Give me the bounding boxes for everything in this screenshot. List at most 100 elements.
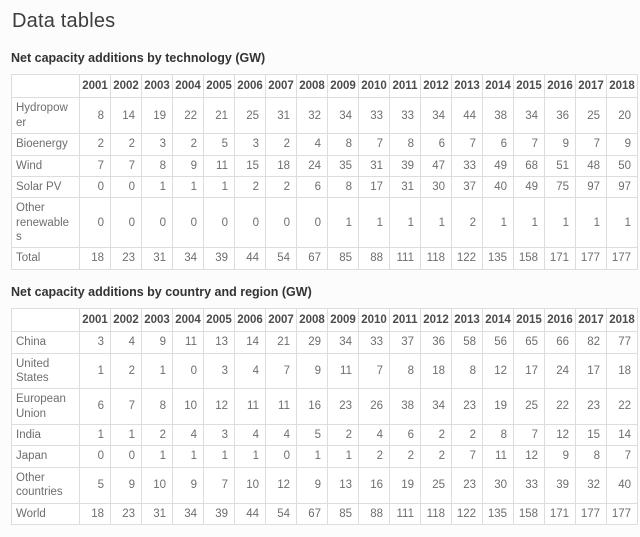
value-cell: 33 [358, 97, 390, 135]
value-cell: 26 [358, 388, 390, 425]
value-cell: 2 [110, 133, 142, 156]
value-cell: 19 [389, 466, 421, 504]
value-cell: 0 [172, 352, 204, 390]
value-cell: 30 [482, 466, 514, 504]
value-cell: 8 [389, 133, 421, 156]
value-cell: 4 [110, 331, 142, 354]
value-cell: 11 [172, 331, 204, 354]
value-cell: 12 [203, 388, 235, 425]
value-cell: 8 [79, 97, 111, 135]
value-cell: 0 [79, 445, 111, 468]
value-cell: 177 [575, 247, 607, 270]
value-cell: 0 [110, 175, 142, 199]
value-cell: 37 [451, 175, 483, 199]
year-header: 2005 [203, 73, 235, 99]
value-cell: 85 [327, 502, 359, 525]
value-cell: 118 [420, 502, 452, 525]
value-cell: 23 [110, 247, 142, 270]
value-cell: 35 [327, 154, 359, 177]
table-row: Other renewables 0 0 0 0 0 0 0 0 1 1 1 1 2 1 1 1 1 1 [11, 197, 638, 249]
technology-table: 2001 2002 2003 2004 2005 2006 2007 2008 2009 2010… [11, 73, 638, 270]
value-cell: 24 [544, 352, 576, 390]
value-cell: 7 [451, 133, 483, 156]
value-cell: 8 [451, 352, 483, 390]
value-cell: 2 [327, 423, 359, 447]
value-cell: 8 [141, 388, 173, 425]
value-cell: 18 [79, 247, 111, 270]
value-cell: 17 [513, 352, 545, 390]
value-cell: 54 [265, 247, 297, 270]
value-cell: 0 [203, 197, 235, 249]
header-row: 2001 2002 2003 2004 2005 2006 2007 2008 2009 2010… [11, 73, 638, 99]
table-row: United States 1 2 1 0 3 4 7 9 11 7 8 18 8 12 17 24 17 18 [11, 352, 638, 390]
value-cell: 11 [265, 388, 297, 425]
row-label: United States [11, 352, 80, 390]
value-cell: 7 [513, 133, 545, 156]
value-cell: 0 [234, 197, 266, 249]
value-cell: 5 [79, 466, 111, 504]
value-cell: 8 [575, 445, 607, 468]
row-label: World [11, 502, 80, 525]
value-cell: 11 [327, 352, 359, 390]
value-cell: 2 [141, 423, 173, 447]
value-cell: 18 [79, 502, 111, 525]
value-cell: 88 [358, 502, 390, 525]
value-cell: 2 [389, 445, 421, 468]
year-header: 2008 [296, 307, 328, 333]
table-row: European Union 6 7 8 10 12 11 11 16 23 26 38 34 23 19 2… [11, 388, 638, 425]
value-cell: 21 [265, 331, 297, 354]
value-cell: 39 [203, 502, 235, 525]
value-cell: 32 [296, 97, 328, 135]
value-cell: 24 [296, 154, 328, 177]
value-cell: 1 [141, 175, 173, 199]
table-row: World 18 23 31 34 39 44 54 67 85 88 111 118 122 135 158… [11, 502, 638, 525]
value-cell: 8 [389, 352, 421, 390]
value-cell: 9 [544, 133, 576, 156]
value-cell: 31 [141, 247, 173, 270]
row-label: Solar PV [11, 175, 80, 199]
value-cell: 7 [110, 388, 142, 425]
value-cell: 34 [327, 331, 359, 354]
value-cell: 37 [389, 331, 421, 354]
value-cell: 25 [234, 97, 266, 135]
value-cell: 8 [327, 175, 359, 199]
value-cell: 88 [358, 247, 390, 270]
value-cell: 6 [296, 175, 328, 199]
value-cell: 16 [296, 388, 328, 425]
value-cell: 171 [544, 247, 576, 270]
value-cell: 29 [296, 331, 328, 354]
value-cell: 16 [358, 466, 390, 504]
value-cell: 97 [575, 175, 607, 199]
value-cell: 111 [389, 502, 421, 525]
value-cell: 1 [172, 445, 204, 468]
value-cell: 4 [234, 423, 266, 447]
year-header: 2009 [327, 73, 359, 99]
value-cell: 33 [451, 154, 483, 177]
value-cell: 32 [575, 466, 607, 504]
value-cell: 1 [203, 175, 235, 199]
value-cell: 30 [420, 175, 452, 199]
value-cell: 2 [234, 175, 266, 199]
value-cell: 4 [265, 423, 297, 447]
value-cell: 34 [420, 388, 452, 425]
value-cell: 158 [513, 247, 545, 270]
value-cell: 7 [606, 445, 638, 468]
value-cell: 9 [172, 466, 204, 504]
value-cell: 23 [110, 502, 142, 525]
header-row: 2001 2002 2003 2004 2005 2006 2007 2008 2009 2010… [11, 307, 638, 333]
value-cell: 12 [482, 352, 514, 390]
value-cell: 3 [203, 352, 235, 390]
value-cell: 1 [79, 352, 111, 390]
year-header: 2013 [451, 307, 483, 333]
value-cell: 36 [544, 97, 576, 135]
value-cell: 1 [513, 197, 545, 249]
value-cell: 0 [265, 197, 297, 249]
value-cell: 11 [482, 445, 514, 468]
value-cell: 18 [420, 352, 452, 390]
value-cell: 9 [141, 331, 173, 354]
value-cell: 25 [575, 97, 607, 135]
technology-table-section: Net capacity additions by technology (GW… [11, 51, 638, 270]
value-cell: 4 [358, 423, 390, 447]
value-cell: 9 [606, 133, 638, 156]
value-cell: 9 [296, 466, 328, 504]
